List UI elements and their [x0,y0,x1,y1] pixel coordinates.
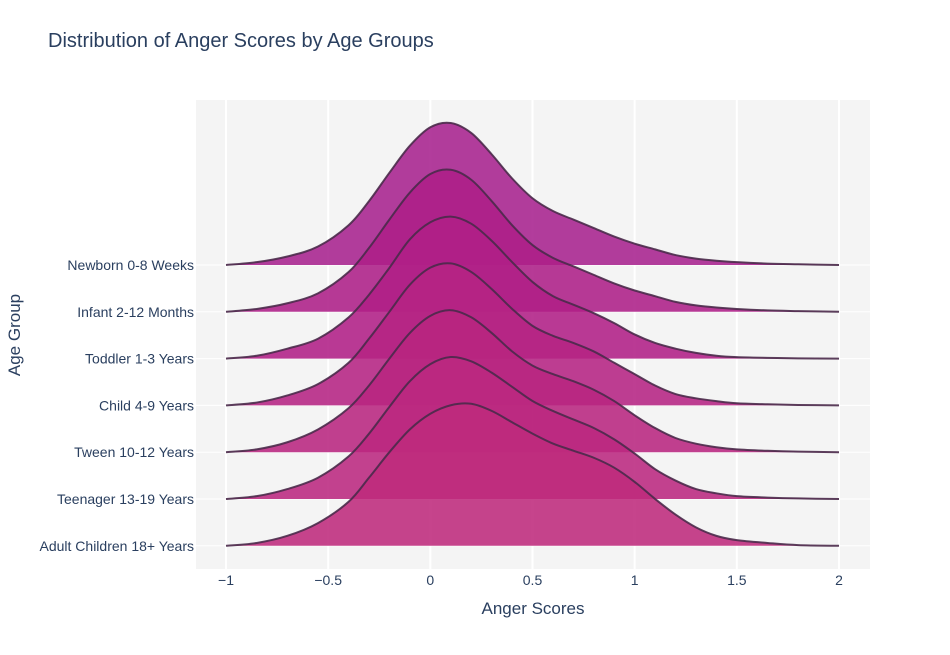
y-tick-label: Infant 2-12 Months [77,304,194,320]
y-tick-label: Child 4-9 Years [99,397,194,413]
ridge-line-child-4-9-years [225,262,840,407]
ridge-area-newborn-0-8-weeks [226,122,839,265]
y-tick-label: Newborn 0-8 Weeks [67,257,194,273]
y-tick-label: Teenager 13-19 Years [57,491,194,507]
y-tick-label: Tween 10-12 Years [74,444,194,460]
x-axis-title: Anger Scores [482,599,585,618]
ridge-area-infant-2-12-months [226,169,839,312]
ridge-area-tween-10-12-years [226,310,839,453]
ridge-line-teenager-13-19-years [225,355,840,500]
ridge-line-infant-2-12-months [225,168,840,313]
y-tick-label: Adult Children 18+ Years [40,538,195,554]
x-tick-label: 0.5 [523,572,543,588]
chart-title: Distribution of Anger Scores by Age Grou… [48,30,434,52]
x-tick-label: 1.5 [727,572,747,588]
ridge-line-tween-10-12-years [225,309,840,454]
y-axis-title: Age Group [5,294,24,376]
x-tick-label: −0.5 [314,572,342,588]
ridge-area-toddler-1-3-years [226,216,839,359]
ridge-area-child-4-9-years [226,263,839,406]
x-tick-label: 1 [631,572,639,588]
ridge-area-adult-children-18-years [226,403,839,546]
ridge-line-adult-children-18-years [225,402,840,547]
ridge-line-newborn-0-8-weeks [225,121,840,266]
y-tick-label: Toddler 1-3 Years [85,351,194,367]
x-tick-label: 0 [426,572,434,588]
x-tick-label: 2 [835,572,843,588]
x-tick-label: −1 [218,572,234,588]
ridge-line-toddler-1-3-years [225,215,840,360]
